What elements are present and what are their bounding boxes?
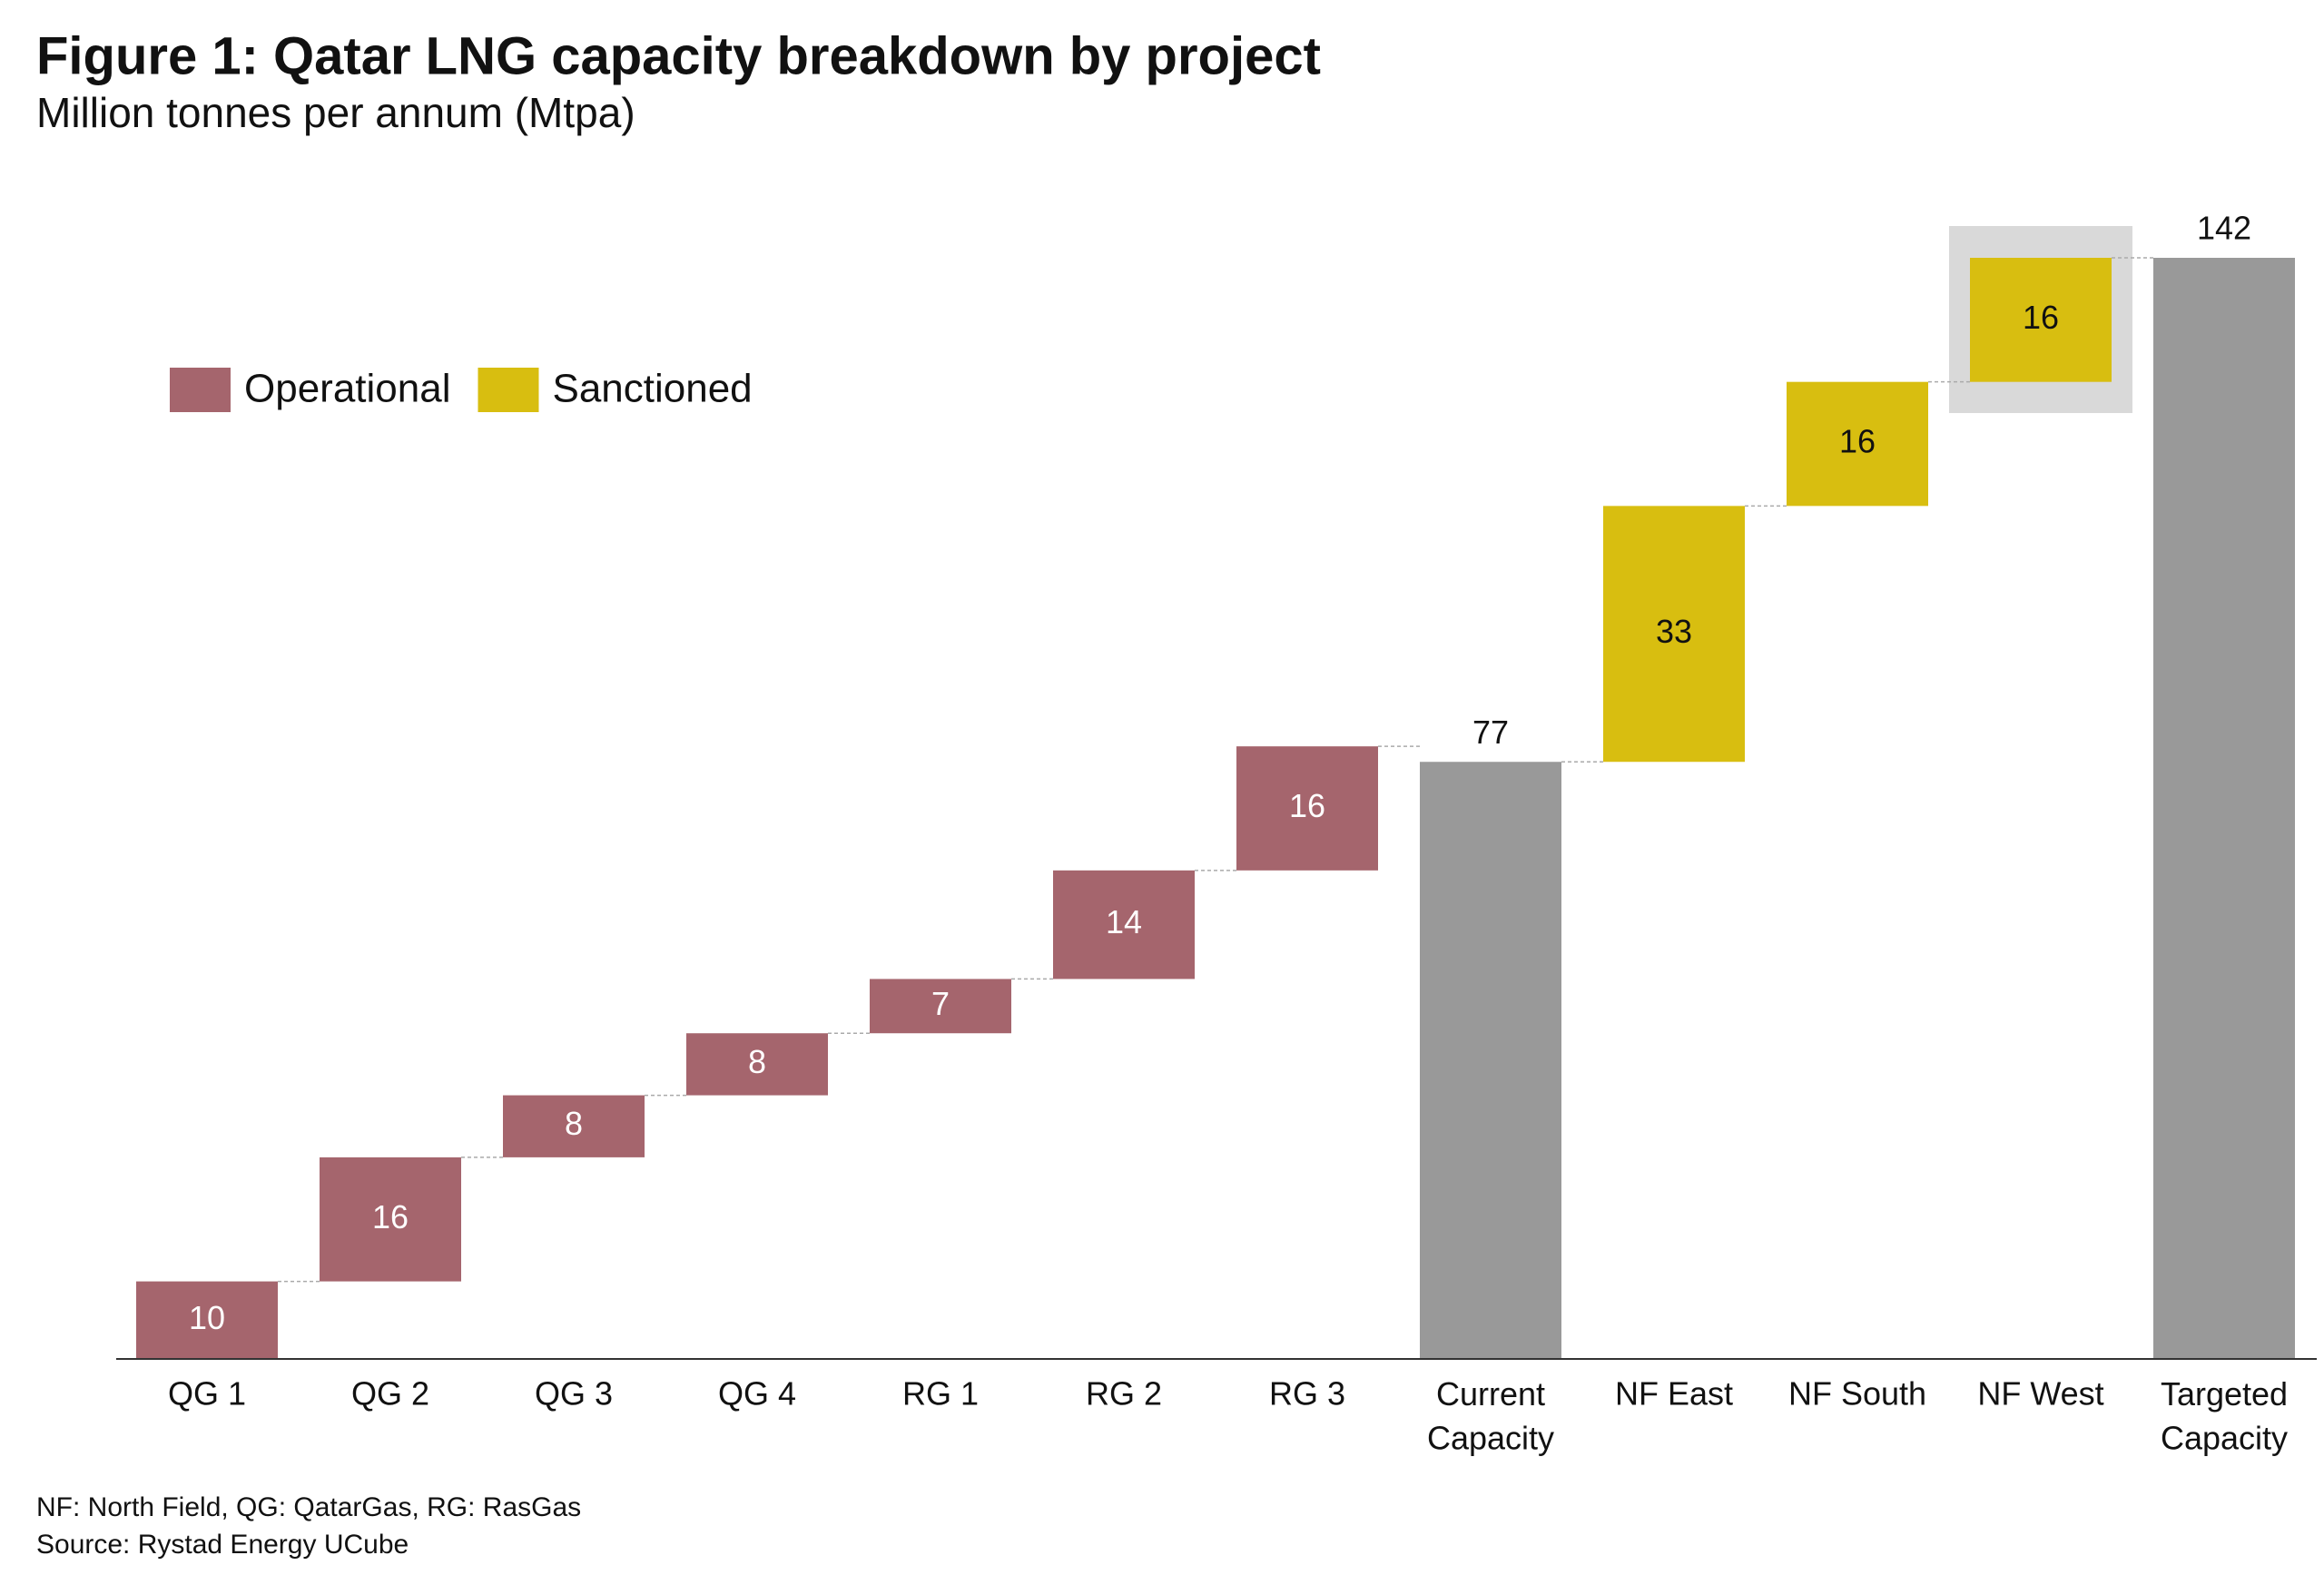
x-tick-label: QG 3 — [535, 1375, 613, 1413]
data-label: 8 — [748, 1043, 766, 1080]
bar — [1053, 870, 1195, 979]
data-label: 14 — [1106, 903, 1142, 940]
bar — [503, 1095, 645, 1157]
data-label: 77 — [1472, 714, 1509, 751]
x-tick-label: QG 4 — [718, 1375, 796, 1413]
bar — [1970, 258, 2112, 382]
chart-subtitle: Million tonnes per annum (Mtpa) — [36, 89, 635, 136]
bar — [1236, 746, 1378, 871]
data-label: 16 — [1289, 787, 1325, 824]
data-label: 10 — [189, 1299, 225, 1336]
legend-label: Operational — [244, 367, 450, 411]
total-bar — [1420, 762, 1561, 1359]
x-tick-label: Targeted Capacity — [2161, 1375, 2288, 1457]
data-label: 16 — [372, 1198, 409, 1235]
bar — [1787, 381, 1928, 507]
x-tick-label: RG 3 — [1269, 1375, 1345, 1413]
x-tick-label: RG 2 — [1086, 1375, 1162, 1413]
x-tick-label: NF West — [1977, 1375, 2103, 1413]
data-label: 16 — [1839, 423, 1876, 460]
footnote: Source: Rystad Energy UCube — [36, 1530, 409, 1560]
data-label: 33 — [1656, 613, 1692, 650]
data-label: 8 — [565, 1105, 583, 1142]
chart-title: Figure 1: Qatar LNG capacity breakdown b… — [36, 26, 1321, 85]
legend-label: Sanctioned — [552, 367, 752, 411]
data-label: 7 — [931, 985, 950, 1022]
bar — [320, 1157, 461, 1282]
bar — [1603, 506, 1745, 763]
x-tick-label: NF South — [1788, 1375, 1926, 1413]
data-label: 16 — [2023, 299, 2059, 336]
x-tick-label: RG 1 — [902, 1375, 979, 1413]
x-tick-label: QG 1 — [168, 1375, 246, 1413]
data-label: 142 — [2197, 210, 2251, 247]
total-bar — [2153, 258, 2295, 1359]
legend-swatch — [170, 368, 231, 412]
legend-swatch — [478, 368, 539, 412]
footnote: NF: North Field, QG: QatarGas, RG: RasGa… — [36, 1492, 581, 1522]
bar — [686, 1033, 828, 1096]
bar — [870, 979, 1011, 1034]
x-tick-label: QG 2 — [351, 1375, 429, 1413]
x-tick-label: Current Capacity — [1427, 1375, 1554, 1457]
x-tick-label: NF East — [1615, 1375, 1733, 1413]
bar — [136, 1281, 278, 1359]
